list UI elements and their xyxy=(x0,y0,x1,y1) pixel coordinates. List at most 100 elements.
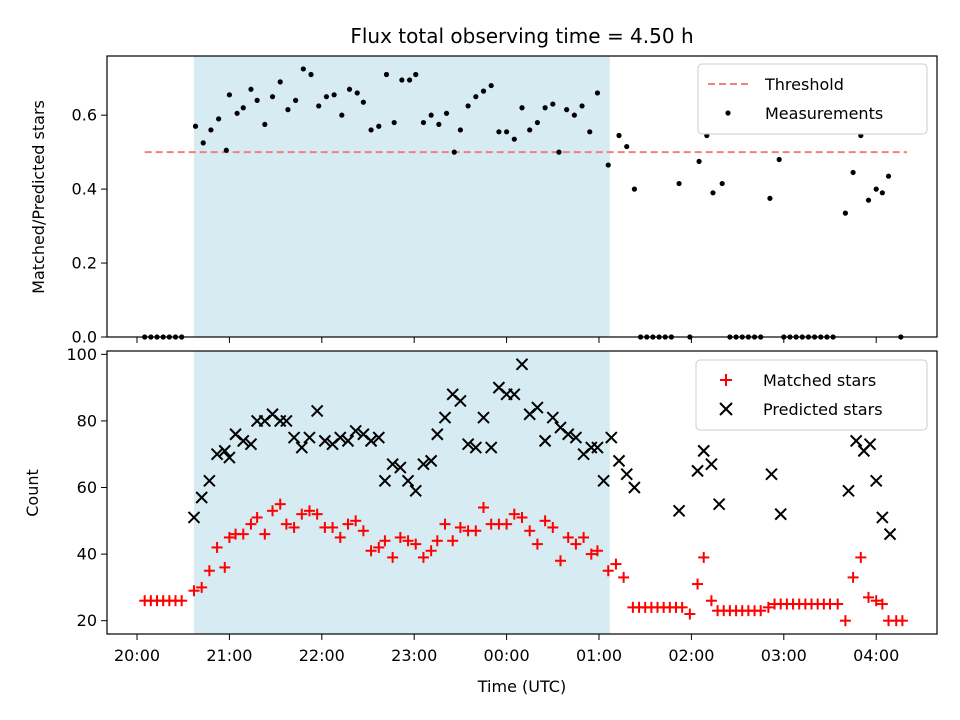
legend-predicted-label: Predicted stars xyxy=(763,400,883,419)
measurement-point xyxy=(406,77,413,83)
matched-star-point xyxy=(832,598,844,610)
matched-star-point xyxy=(334,531,346,543)
matched-star-point xyxy=(245,518,257,530)
predicted-star-point xyxy=(477,411,490,424)
predicted-star-point xyxy=(697,444,710,458)
predicted-star-point xyxy=(401,474,415,488)
predicted-star-point xyxy=(310,404,324,418)
legend-top-frame xyxy=(697,63,928,135)
measurement-point xyxy=(376,123,382,129)
predicted-star-point xyxy=(612,454,626,468)
predicted-star-point xyxy=(203,474,216,488)
predicted-star-point xyxy=(417,457,430,471)
legend-bottom-frame xyxy=(695,359,928,431)
measurement-point xyxy=(200,140,206,146)
measurement-point xyxy=(331,92,337,98)
matched-star-point xyxy=(431,535,443,547)
measurement-point xyxy=(587,129,593,135)
axis-ticks: 20:00 21:00 22:00 23:00 00:00 01:00 02:00 03:00… xyxy=(66,106,899,665)
matched-star-point xyxy=(698,551,710,563)
measurement-point xyxy=(383,71,390,78)
measurement-point xyxy=(534,119,541,126)
predicted-star-point xyxy=(378,474,392,488)
matched-star-point xyxy=(417,551,429,563)
legend-matched-label: Matched stars xyxy=(763,371,876,390)
predicted-star-point xyxy=(672,504,686,518)
bottom-plot-frame xyxy=(106,350,938,635)
x-tick-label: 00:00 xyxy=(484,646,530,665)
predicted-star-point xyxy=(372,431,385,444)
predicted-star-point xyxy=(334,431,347,444)
predicted-star-point xyxy=(628,481,641,494)
matched-star-point xyxy=(357,525,369,537)
legend-matched-swatch xyxy=(720,374,732,386)
predicted-star-point xyxy=(237,434,250,448)
predicted-star-point xyxy=(765,467,778,481)
matched-star-point xyxy=(531,538,543,550)
predicted-star-point xyxy=(849,434,863,448)
shaded-observing-intervals xyxy=(193,56,610,634)
x-tick-label: 23:00 xyxy=(391,646,437,665)
matched-star-point xyxy=(365,545,377,557)
matched-star-point xyxy=(684,608,696,620)
measurement-point xyxy=(465,103,471,109)
measurement-point xyxy=(696,158,702,164)
matched-star-point xyxy=(296,508,308,520)
measurement-point xyxy=(850,169,856,176)
predicted-star-point xyxy=(223,451,236,464)
legend-measurements-swatch xyxy=(725,110,731,116)
x-tick-label: 21:00 xyxy=(206,646,252,665)
predicted-star-point xyxy=(280,414,293,428)
predicted-star-point xyxy=(431,428,444,441)
measurement-point xyxy=(208,127,214,133)
matched-star-point xyxy=(876,598,888,610)
measurement-point xyxy=(436,121,442,128)
predicted-star-point xyxy=(210,448,224,461)
matched-star-point xyxy=(839,615,851,627)
matched-star-point xyxy=(501,518,513,530)
predicted-star-point xyxy=(438,411,452,424)
matched-star-point xyxy=(591,545,603,557)
predicted-star-point xyxy=(295,441,308,454)
measurement-point xyxy=(443,110,450,116)
matched-star-point xyxy=(223,531,235,543)
legend-bottom: Matched stars Predicted stars xyxy=(695,359,928,431)
x-axis-label: Time (UTC) xyxy=(477,677,566,696)
measurement-point xyxy=(496,129,502,135)
predicted-star-point xyxy=(597,474,610,488)
measurement-point xyxy=(223,147,229,153)
predicted-star-point xyxy=(531,401,544,414)
bottom-y-tick-label: 40 xyxy=(77,545,97,564)
measurement-point xyxy=(842,210,849,216)
matched-star-point xyxy=(870,595,882,607)
measurement-point xyxy=(542,105,548,111)
matched-star-point xyxy=(251,511,263,523)
measurement-point xyxy=(504,129,510,135)
predicted-star-point xyxy=(218,444,231,458)
matched-star-point xyxy=(211,541,223,553)
measurement-point xyxy=(192,123,199,129)
predicted-star-point xyxy=(712,497,726,511)
matched-star-point xyxy=(203,565,215,577)
predicted-star-point xyxy=(863,438,877,451)
measurement-point xyxy=(767,195,773,201)
bottom-y-axis-label: Count xyxy=(23,469,42,517)
measurement-point xyxy=(865,197,872,203)
predicted-star-point xyxy=(538,434,552,448)
measurement-point xyxy=(676,180,682,187)
measurement-point xyxy=(428,112,434,118)
matched-star-point xyxy=(705,595,717,607)
matched-star-point xyxy=(610,558,622,570)
chart-title: Flux total observing time = 4.50 h xyxy=(350,24,693,48)
matched-star-point xyxy=(237,528,249,540)
top-y-tick-label: 0.4 xyxy=(72,180,97,199)
measurement-point xyxy=(710,190,716,196)
measurement-point xyxy=(240,105,246,111)
predicted-star-point xyxy=(287,431,301,444)
matched-star-point xyxy=(585,548,597,560)
matched-star-point xyxy=(303,505,315,517)
matched-star-point xyxy=(379,535,391,547)
measurement-point xyxy=(316,103,322,109)
